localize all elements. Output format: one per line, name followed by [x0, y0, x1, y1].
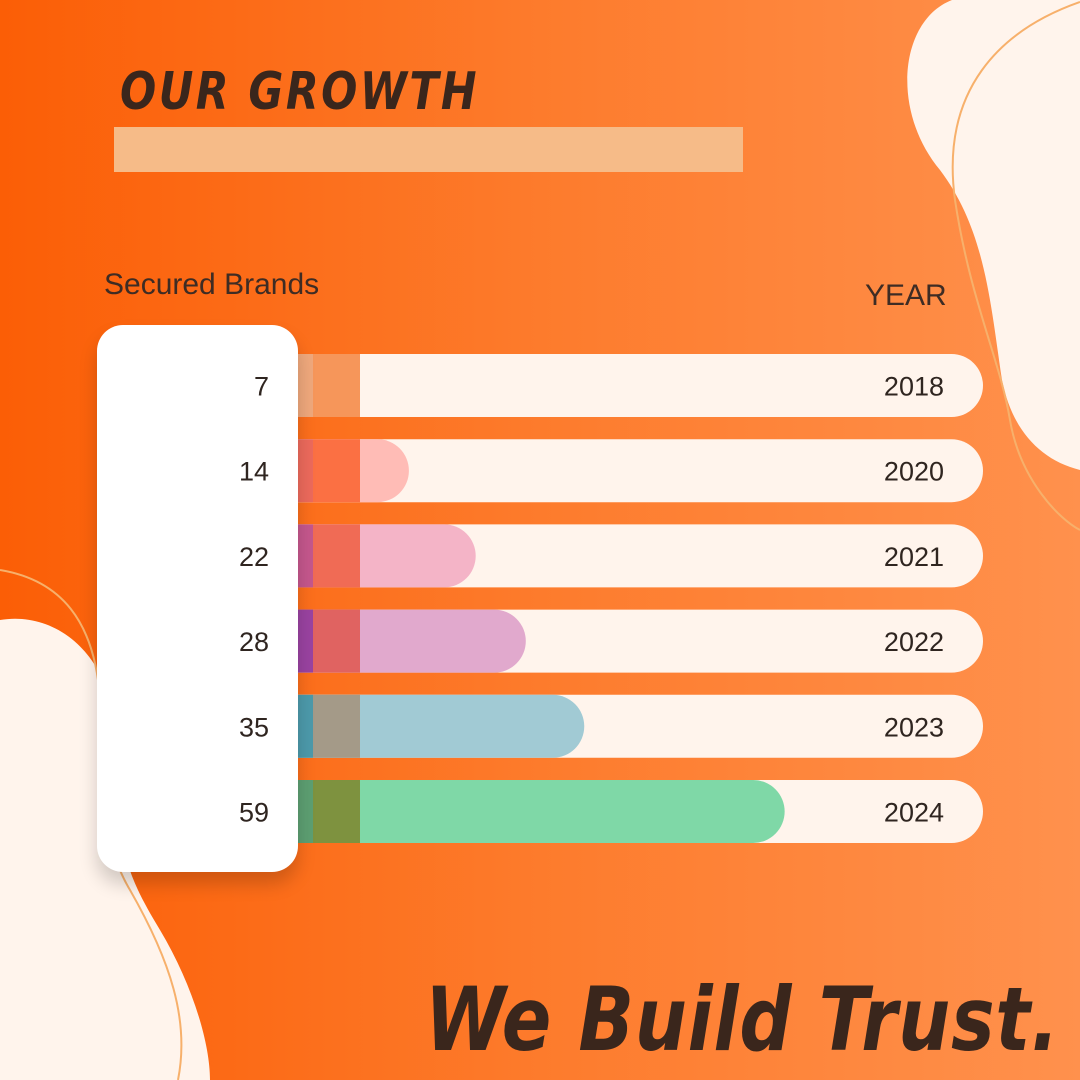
value-card: 7 14 22 28 35 59	[97, 325, 298, 872]
bar-accent-block	[313, 524, 360, 588]
category-label: 2023	[884, 712, 944, 742]
value-label: 35	[239, 712, 269, 742]
bar-accent-block	[313, 439, 360, 503]
value-label: 59	[239, 798, 269, 828]
headline: OUR GROWTH	[120, 62, 480, 122]
bar-accent-stripe	[297, 354, 313, 417]
top-right-curve	[951, 1, 1080, 531]
top-right-blob	[907, 0, 1080, 470]
bar-accent-stripe	[297, 780, 313, 843]
category-label: 2021	[884, 542, 944, 572]
x-axis-label: Secured Brands	[104, 268, 320, 301]
bar-accent-stripe	[297, 609, 313, 673]
category-label: 2018	[884, 372, 944, 402]
category-label: 2020	[884, 457, 944, 487]
value-label: 22	[239, 542, 269, 572]
bar-accent-block	[313, 354, 360, 417]
bar-accent-block	[313, 694, 360, 758]
value-label: 7	[254, 372, 269, 402]
tagline: We Build Trust.	[425, 968, 1060, 1071]
bar-accent-block	[313, 780, 360, 843]
value-label: 14	[239, 457, 269, 487]
bar-track	[250, 439, 983, 503]
bar-track	[250, 354, 983, 417]
bar	[250, 780, 785, 843]
category-label: 2024	[884, 798, 944, 828]
value-label: 28	[239, 627, 269, 657]
bar-accent-stripe	[297, 439, 313, 503]
bar-accent-block	[313, 609, 360, 673]
bar-accent-stripe	[297, 694, 313, 758]
y-axis-label: YEAR	[865, 279, 947, 312]
headline-highlight-bar	[114, 127, 743, 172]
bar-accent-stripe	[297, 524, 313, 588]
category-label: 2022	[884, 627, 944, 657]
